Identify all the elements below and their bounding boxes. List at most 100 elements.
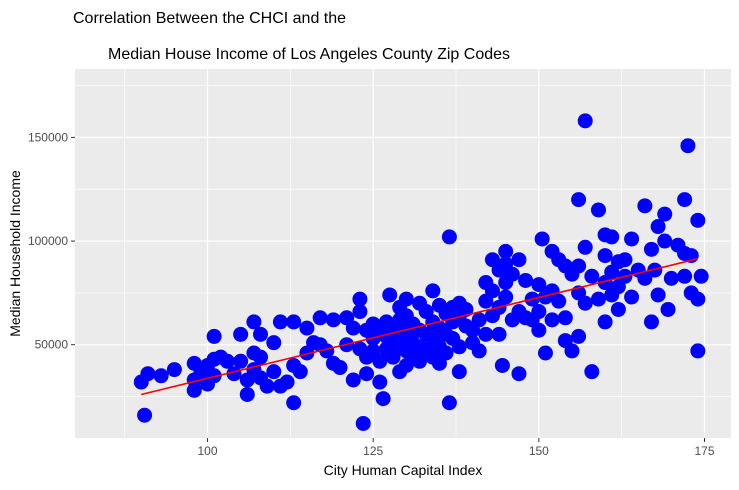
x-tick-label: 125 [363, 444, 383, 458]
data-point [544, 312, 560, 328]
data-point [372, 353, 388, 369]
data-point [504, 266, 520, 282]
data-point [537, 345, 553, 361]
data-point [355, 415, 371, 431]
data-point [425, 283, 441, 299]
data-point [491, 326, 507, 342]
data-point [577, 295, 593, 311]
data-point [345, 320, 361, 336]
data-point [286, 314, 302, 330]
data-point [359, 366, 375, 382]
data-point [471, 312, 487, 328]
data-point [637, 198, 653, 214]
data-point [597, 314, 613, 330]
data-point [498, 289, 514, 305]
data-point [319, 343, 335, 359]
data-point [451, 364, 467, 380]
trend-line-group [141, 257, 699, 396]
data-point [292, 364, 308, 380]
data-point [272, 314, 288, 330]
data-point [226, 366, 242, 382]
data-point [253, 326, 269, 342]
data-point [693, 268, 709, 284]
data-point [597, 248, 613, 264]
data-point [325, 312, 341, 328]
data-point [153, 368, 169, 384]
data-point [398, 291, 414, 307]
data-point [233, 326, 249, 342]
data-point [690, 212, 706, 228]
data-point [624, 289, 640, 305]
x-axis-ticks: 100 125 150 175 [198, 438, 715, 458]
data-point [233, 353, 249, 369]
y-tick-label: 150000 [28, 130, 68, 144]
data-point [279, 374, 295, 390]
data-point [677, 268, 693, 284]
data-point [441, 395, 457, 411]
y-axis-label: Median Household Income [7, 170, 23, 337]
x-tick-label: 150 [529, 444, 549, 458]
data-point [604, 229, 620, 245]
data-point [166, 362, 182, 378]
x-tick-label: 175 [694, 444, 714, 458]
data-point [494, 357, 510, 373]
data-point [590, 202, 606, 218]
x-axis-label: City Human Capital Index [324, 462, 483, 478]
data-point [677, 192, 693, 208]
data-point [584, 268, 600, 284]
data-point [478, 326, 494, 342]
data-point [557, 310, 573, 326]
data-point [206, 328, 222, 344]
data-point [650, 219, 666, 235]
data-point [458, 301, 474, 317]
data-point [372, 374, 388, 390]
data-point [663, 270, 679, 286]
data-point [584, 364, 600, 380]
data-point [571, 192, 587, 208]
data-point [647, 262, 663, 278]
data-point [498, 243, 514, 259]
data-point [571, 258, 587, 274]
data-point [299, 320, 315, 336]
data-point [657, 206, 673, 222]
data-point [511, 366, 527, 382]
data-point [345, 372, 361, 388]
data-point [657, 233, 673, 249]
data-point [352, 304, 368, 320]
data-point [690, 291, 706, 307]
data-point [375, 391, 391, 407]
chart-title-line-1: Correlation Between the CHCI and the [73, 10, 346, 27]
data-point [624, 231, 640, 247]
data-point [438, 345, 454, 361]
data-point [531, 304, 547, 320]
data-point [511, 252, 527, 268]
data-point [206, 368, 222, 384]
data-point [577, 113, 593, 129]
data-point [312, 310, 328, 326]
data-point [551, 293, 567, 309]
x-tick-label: 100 [198, 444, 218, 458]
data-point [577, 239, 593, 255]
data-point [286, 395, 302, 411]
data-point [137, 407, 153, 423]
data-point [441, 229, 457, 245]
plot-panel [75, 69, 731, 438]
data-point [660, 301, 676, 317]
data-point [239, 386, 255, 402]
data-point [564, 343, 580, 359]
data-point [534, 231, 550, 247]
y-tick-label: 100000 [28, 234, 68, 248]
data-point [610, 301, 626, 317]
data-point [571, 328, 587, 344]
chart-title-line-2: Median House Income of Los Angeles Count… [108, 46, 510, 63]
data-point [518, 272, 534, 288]
data-point [643, 241, 659, 257]
data-point [186, 382, 202, 398]
data-point [617, 252, 633, 268]
data-point [382, 287, 398, 303]
data-point [637, 270, 653, 286]
data-point [266, 335, 282, 351]
data-point [266, 364, 282, 380]
